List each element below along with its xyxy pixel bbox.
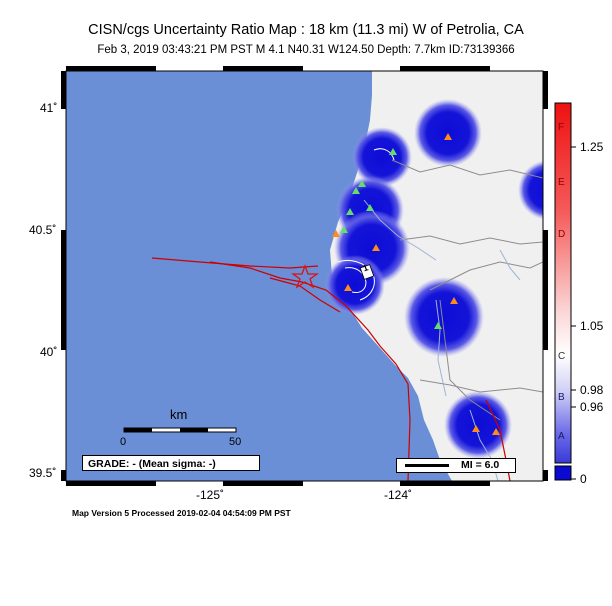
grade-box: GRADE: - (Mean sigma: -): [82, 455, 260, 471]
scale-start: 0: [120, 436, 127, 448]
map-subtitle: Feb 3, 2019 03:43:21 PM PST M 4.1 N40.31…: [97, 44, 515, 56]
uncertainty-regions: [325, 99, 543, 459]
colorbar-letter-b: B: [558, 392, 565, 403]
lat-label-40-5: 40.5˚: [29, 223, 57, 237]
colorbar-value-0: 0: [580, 472, 587, 486]
colorbar-letter-a: A: [558, 431, 565, 442]
frame-ticks: [61, 66, 548, 486]
colorbar-letter-e: E: [558, 177, 565, 188]
colorbar: [554, 102, 576, 481]
contour-label: [359, 264, 375, 280]
mi-legend-text: MI = 6.0: [461, 459, 500, 471]
map-title: CISN/cgs Uncertainty Ratio Map : 18 km (…: [88, 22, 524, 38]
scale-bar: [123, 427, 237, 433]
epicenter-star: [290, 264, 320, 289]
station-markers: [332, 133, 500, 435]
scale-unit: km: [170, 407, 188, 422]
colorbar-letter-f: F: [558, 122, 565, 133]
lon-label-125: -125˚: [196, 488, 225, 502]
colorbar-letter-c: C: [558, 351, 566, 362]
county-lines: [391, 159, 543, 421]
lat-label-41: 41˚: [40, 101, 58, 115]
map-footer: Map Version 5 Processed 2019-02-04 04:54…: [72, 508, 291, 518]
lat-label-40: 40˚: [40, 345, 58, 359]
lat-label-39-5: 39.5˚: [29, 466, 57, 480]
colorbar-value-0-98: 0.98: [580, 383, 604, 397]
colorbar-value-1-05: 1.05: [580, 319, 604, 333]
colorbar-letter-d: D: [558, 229, 566, 240]
scale-end: 50: [229, 436, 242, 448]
mi-legend: MI = 6.0: [396, 458, 516, 473]
lon-label-124: -124˚: [384, 488, 413, 502]
colorbar-value-0-96: 0.96: [580, 400, 604, 414]
colorbar-value-1-25: 1.25: [580, 140, 604, 154]
mi-legend-line: [405, 464, 449, 467]
